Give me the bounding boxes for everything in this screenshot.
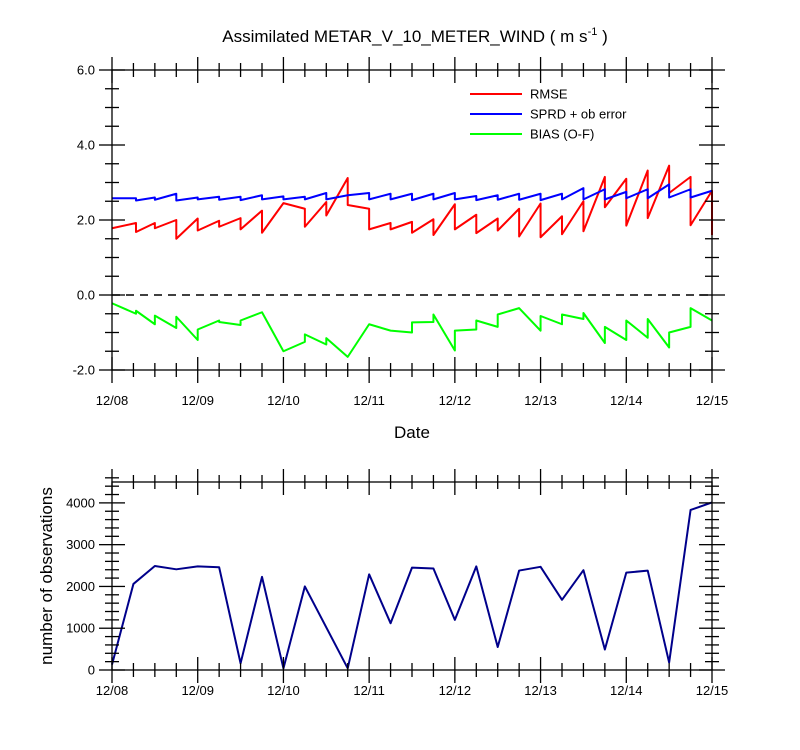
x-tick-label: 12/10: [267, 683, 300, 698]
y-tick-label: 2000: [66, 579, 95, 594]
legend-label-rmse: RMSE: [530, 87, 568, 102]
x-tick-label: 12/08: [96, 683, 129, 698]
x-tick-label: 12/11: [353, 683, 385, 698]
x-tick-label: 12/15: [696, 393, 729, 408]
series-line-bias-o-f: [111, 302, 713, 358]
x-tick-label: 12/14: [610, 683, 643, 698]
x-tick-label: 12/13: [524, 683, 557, 698]
series-layer: [111, 164, 713, 358]
y-tick-label: 4.0: [77, 138, 95, 153]
plot-frame: [111, 481, 713, 671]
x-tick-label: 12/08: [96, 393, 129, 408]
y-tick-label: 0: [88, 663, 95, 678]
tick-layer: [99, 469, 725, 683]
y-tick-label: 4000: [66, 495, 95, 510]
y-tick-label: 3000: [66, 537, 95, 552]
y-tick-label: -2.0: [73, 363, 95, 378]
top-chart: Assimilated METAR_V_10_METER_WIND ( m s-…: [73, 26, 729, 442]
x-tick-labels: 12/08 12/09 12/10 12/11 12/12 12/13 12/14 12/15: [96, 393, 729, 408]
x-tick-label: 12/13: [524, 393, 557, 408]
y-tick-label: 6.0: [77, 63, 95, 78]
legend-label-sprd-ob-error: SPRD + ob error: [530, 107, 627, 122]
tick-layer: [99, 57, 725, 383]
x-tick-label: 12/10: [267, 393, 300, 408]
chart-title: Assimilated METAR_V_10_METER_WIND ( m s-…: [222, 26, 607, 46]
y-tick-labels: -2.0 0.0 2.0 4.0 6.0: [73, 63, 95, 378]
y-tick-label: 1000: [66, 621, 95, 636]
x-tick-label: 12/12: [439, 683, 472, 698]
series-line-number-of-observations: [111, 501, 713, 670]
x-axis-title: Date: [394, 423, 430, 442]
legend: RMSE SPRD + ob error BIAS (O-F): [470, 87, 627, 142]
x-tick-label: 12/09: [181, 393, 214, 408]
y-tick-labels: 0 1000 2000 3000 4000: [66, 495, 95, 677]
x-tick-label: 12/15: [696, 683, 729, 698]
y-tick-label: 2.0: [77, 213, 95, 228]
y-tick-label: 0.0: [77, 288, 95, 303]
legend-label-bias-o-f: BIAS (O-F): [530, 127, 594, 142]
series-line-sprd-ob-error: [112, 183, 713, 202]
x-tick-label: 12/09: [181, 683, 214, 698]
x-tick-labels: 12/08 12/09 12/10 12/11 12/12 12/13 12/14 12/15: [96, 683, 729, 698]
x-tick-label: 12/11: [353, 393, 385, 408]
series-layer: [111, 501, 713, 670]
x-tick-label: 12/14: [610, 393, 643, 408]
series-line-rmse: [111, 164, 713, 240]
y-axis-title: number of observations: [37, 487, 56, 665]
x-tick-label: 12/12: [439, 393, 472, 408]
